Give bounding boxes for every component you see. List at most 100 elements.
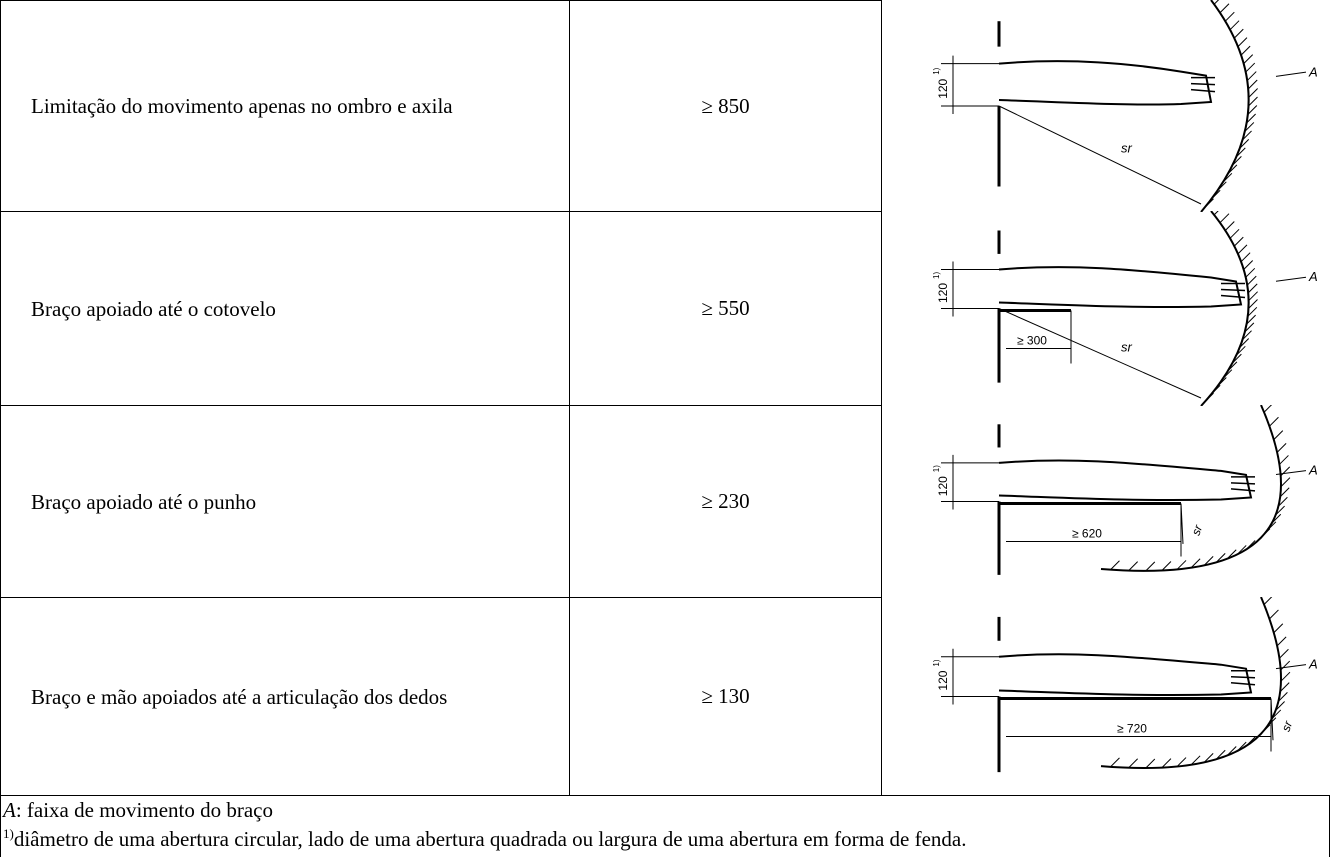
figure-line (1204, 198, 1214, 209)
description-cell: Braço apoiado até o punho (0, 405, 570, 598)
figure-line (1230, 482, 1256, 485)
figure-line (1248, 291, 1258, 302)
figure-line (1275, 505, 1285, 516)
figure-line (1161, 561, 1172, 571)
figure-line (1242, 130, 1252, 141)
figure-line (1128, 758, 1139, 769)
value: ≥ 230 (701, 489, 750, 513)
footnote-mark: 1) (3, 826, 14, 841)
figure-line (1243, 54, 1254, 64)
figure-line (1224, 221, 1235, 231)
range-arc (1100, 405, 1282, 572)
figure-line (1247, 283, 1258, 294)
figure-line (1266, 521, 1277, 532)
value: ≥ 130 (701, 684, 750, 708)
figure-line (998, 105, 1202, 205)
figure-line (1275, 276, 1307, 282)
figure-line (1253, 730, 1264, 741)
figure-line (1246, 71, 1257, 81)
figure-line (1210, 189, 1221, 200)
figure-line (1243, 260, 1254, 270)
support-label: ≥ 620 (1072, 527, 1102, 541)
figure-line (1280, 477, 1291, 487)
figure-line (1190, 82, 1216, 86)
figure-line (1203, 753, 1214, 763)
figure-line (1245, 540, 1256, 550)
value-cell: ≥ 850 (569, 0, 882, 212)
height-label: 120 (936, 670, 950, 690)
value-cell: ≥ 130 (569, 597, 882, 796)
figure-line (1229, 228, 1240, 239)
zone-label: A (1308, 462, 1318, 477)
figure-line (1279, 648, 1289, 659)
figure-line (1226, 549, 1237, 560)
figure-cell: 120 1) A ≥ 620 sr (881, 405, 1330, 598)
figure-line (1275, 71, 1307, 77)
figure-line (1161, 758, 1172, 768)
figure-cell: 120 1) A ≥ 720 sr (881, 597, 1330, 796)
figure-line (1247, 79, 1258, 90)
figure-line (1236, 741, 1247, 752)
range-arc (1100, 597, 1282, 770)
description-cell: Braço e mão apoiados até a articulação d… (0, 597, 570, 796)
figure-line (1245, 62, 1256, 73)
figure-line (1278, 496, 1288, 507)
figure-line (1280, 466, 1291, 477)
figure-line (1245, 267, 1256, 278)
figure-cell: 120 1) A ≥ 300 sr (881, 211, 1330, 406)
figure-line (1215, 749, 1226, 760)
figure-line (1270, 698, 1274, 741)
figure-line (1248, 299, 1258, 309)
figure-line (1245, 736, 1256, 747)
figure-line (1230, 681, 1256, 686)
height-note: 1) (932, 67, 941, 74)
figure-line (1246, 275, 1257, 286)
figure-line (1224, 11, 1235, 22)
figure-line (1190, 755, 1201, 766)
figure-line (1233, 236, 1244, 247)
figure-line (1242, 330, 1252, 341)
figure-line (1232, 156, 1242, 166)
figure-line (1263, 597, 1273, 605)
description-cell: Braço apoiado até o cotovelo (0, 211, 570, 406)
figure-line (1203, 556, 1214, 566)
height-note: 1) (932, 272, 941, 279)
legend-note: A: faixa de movimento do braço (3, 798, 1329, 822)
figure-line (1269, 416, 1279, 427)
figure-line (1235, 345, 1246, 356)
figure-line (1278, 692, 1288, 702)
height-note: 1) (932, 465, 941, 472)
figure-line (1276, 636, 1287, 647)
arm (998, 459, 1253, 502)
reach-label: sr (1121, 339, 1133, 354)
figure-line (1237, 37, 1248, 47)
figure-line (1176, 757, 1187, 767)
figure-line (1237, 244, 1248, 255)
figure-line (1271, 513, 1282, 524)
footnote: 1)diâmetro de uma abertura circular, lad… (3, 822, 1329, 851)
figure-line (1279, 487, 1290, 498)
legend-symbol: A (3, 798, 16, 822)
figure-line (1280, 671, 1291, 682)
figure-line (1222, 369, 1233, 380)
figure-line (1247, 306, 1258, 317)
figure-line (998, 308, 1202, 399)
figure-line (1204, 392, 1214, 403)
figure-line (1145, 561, 1156, 572)
figure-line (1180, 503, 1184, 544)
figure-line (1236, 545, 1247, 555)
height-label: 120 (936, 78, 950, 98)
value-cell: ≥ 550 (569, 211, 882, 406)
figure-line (1279, 455, 1289, 465)
figure-line (1230, 675, 1256, 679)
figure-line (1128, 561, 1139, 571)
figure-line (1247, 105, 1258, 115)
figure-line (1271, 709, 1282, 720)
figure-line (1279, 682, 1290, 692)
figure-line (1226, 746, 1237, 756)
figure-line (1190, 558, 1201, 569)
figure-line (1275, 470, 1307, 475)
figure-line (1244, 322, 1255, 333)
figure-line (1246, 314, 1256, 325)
figure-line (1219, 213, 1230, 224)
